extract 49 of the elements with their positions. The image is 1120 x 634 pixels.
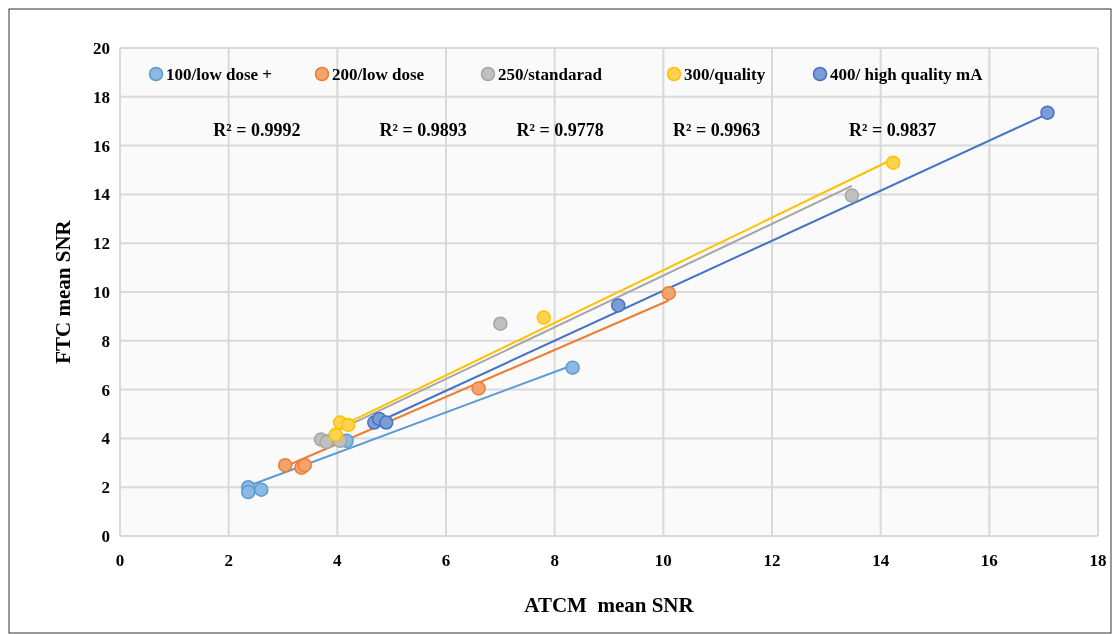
point [277, 457, 293, 473]
legend-label: 300/quality [684, 65, 766, 84]
point [536, 310, 552, 325]
annotation: R² = 0.9963 [673, 120, 761, 140]
point [610, 298, 626, 313]
point [340, 417, 356, 433]
annotation: R² = 0.9837 [849, 120, 937, 140]
y-tick-label: 16 [93, 136, 110, 156]
y-tick-label: 8 [101, 331, 110, 351]
x-axis-title: ATCM mean SNR [524, 593, 695, 617]
y-tick-label: 0 [101, 527, 110, 546]
point [1040, 105, 1055, 120]
x-tick-label: 14 [872, 551, 890, 570]
point [661, 285, 677, 301]
x-tick-label: 16 [980, 551, 998, 570]
y-tick-label: 18 [93, 87, 110, 107]
point [240, 484, 256, 500]
y-tick-label: 2 [101, 478, 110, 498]
y-tick-label: 20 [93, 39, 110, 58]
y-tick-label: 12 [93, 234, 110, 254]
point [319, 434, 334, 450]
annotation: R² = 0.9992 [213, 120, 301, 140]
point [378, 415, 394, 430]
x-tick-label: 8 [550, 551, 559, 570]
point [565, 360, 580, 375]
x-tick-label: 12 [763, 551, 781, 570]
legend-label: 250/standarad [498, 65, 603, 84]
legend-label: 400/ high quality mA [830, 65, 984, 84]
point [254, 482, 269, 497]
legend-label: 200/low dose [332, 65, 425, 84]
point [885, 155, 901, 170]
point [471, 381, 486, 396]
point [844, 188, 860, 203]
x-tick-label: 6 [441, 551, 451, 570]
x-tick-label: 4 [333, 551, 343, 570]
annotation: R² = 0.9778 [516, 120, 604, 140]
x-tick-label: 18 [1089, 551, 1107, 570]
x-tick-label: 2 [224, 551, 233, 570]
point [493, 316, 508, 331]
y-tick-label: 4 [101, 429, 111, 449]
annotation: R² = 0.9893 [379, 120, 467, 140]
y-axis-title: FTC mean SNR [51, 219, 75, 364]
x-tick-label: 10 [654, 551, 672, 570]
y-tick-label: 10 [93, 283, 110, 302]
point [328, 427, 343, 442]
y-tick-label: 6 [101, 380, 110, 400]
legend-label: 100/low dose + [166, 65, 273, 84]
x-tick-label: 0 [115, 551, 125, 570]
y-tick-label: 14 [93, 185, 111, 205]
